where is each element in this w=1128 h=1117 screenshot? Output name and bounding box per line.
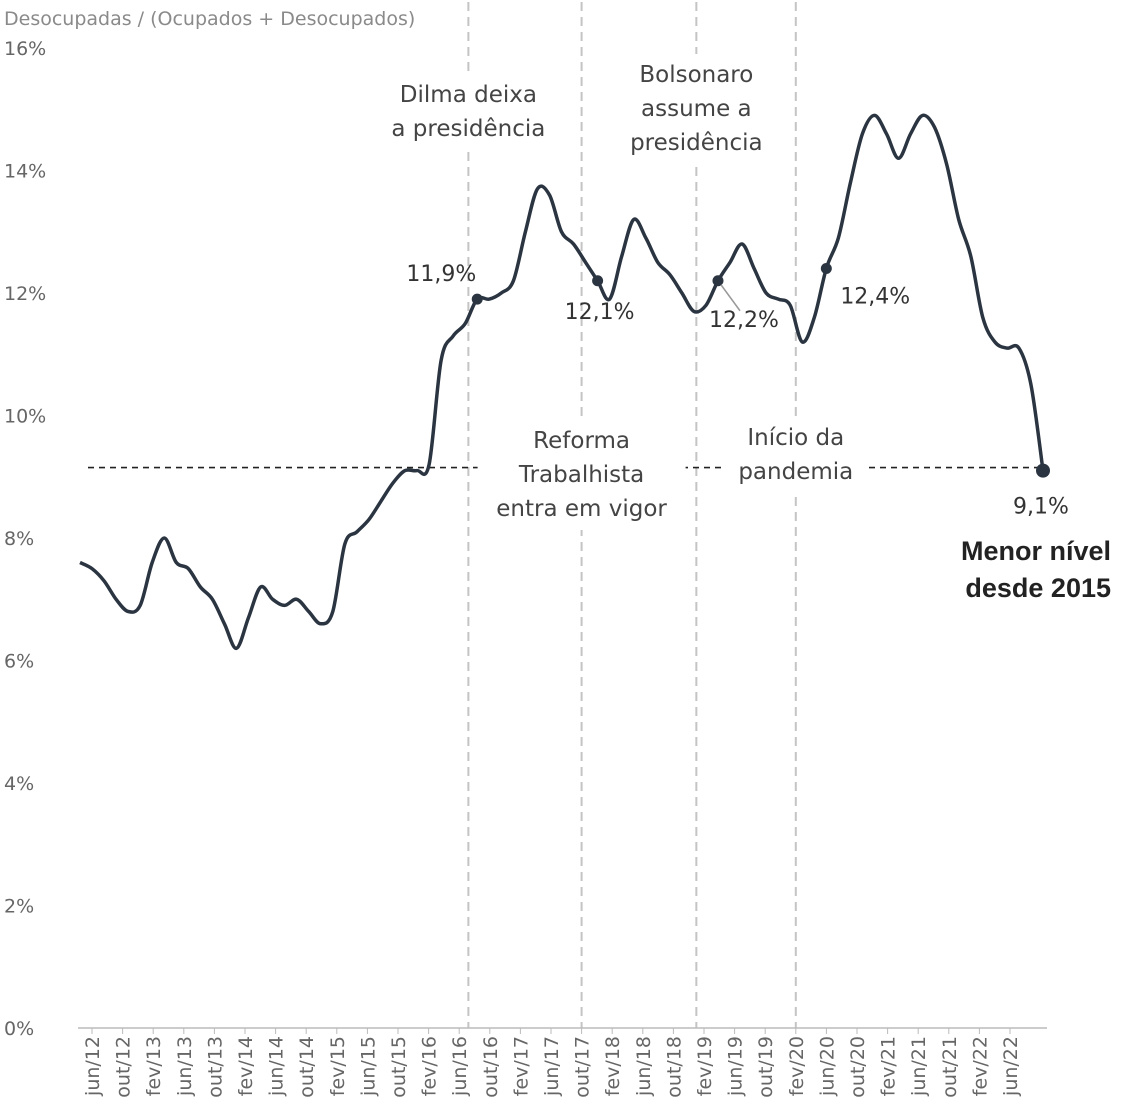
y-axis-ticks: 0% 2% 4% 6% 8% 10% 12% 14% 16% bbox=[4, 38, 46, 1040]
y-tick-label: 12% bbox=[4, 283, 46, 305]
callout-text: desde 2015 bbox=[965, 573, 1111, 603]
x-tick-label: jun/21 bbox=[908, 1036, 930, 1097]
y-tick-label: 14% bbox=[4, 161, 46, 183]
event-label: presidência bbox=[630, 130, 763, 156]
x-tick-label: jun/14 bbox=[266, 1036, 288, 1097]
x-tick-label: out/19 bbox=[755, 1036, 777, 1098]
highlight-labels: 11,9% 12,1% 12,2% 12,4% 9,1% bbox=[406, 262, 1069, 520]
callout: Menor nível desde 2015 bbox=[961, 536, 1111, 603]
callout-text: Menor nível bbox=[961, 536, 1111, 566]
x-tick-label: out/13 bbox=[204, 1036, 226, 1098]
event-label: pandemia bbox=[738, 459, 853, 485]
x-tick-label: jun/13 bbox=[174, 1036, 196, 1097]
x-tick-label: out/14 bbox=[296, 1036, 318, 1098]
x-tick-label: fev/16 bbox=[419, 1036, 441, 1096]
x-tick-label: fev/14 bbox=[235, 1036, 257, 1096]
x-tick-label: jun/18 bbox=[633, 1036, 655, 1097]
y-tick-label: 16% bbox=[4, 38, 46, 60]
y-tick-label: 8% bbox=[4, 528, 34, 550]
x-axis-ticks: jun/12 out/12 fev/13 jun/13 out/13 fev/14 jun/… bbox=[82, 1028, 1022, 1098]
highlight-label: 12,4% bbox=[840, 285, 910, 310]
x-tick-label: jun/19 bbox=[725, 1036, 747, 1097]
event-label: a presidência bbox=[391, 116, 545, 142]
x-tick-label: out/21 bbox=[939, 1036, 961, 1098]
x-tick-label: jun/15 bbox=[357, 1036, 379, 1097]
x-tick-label: jun/12 bbox=[82, 1036, 104, 1097]
event-label: Início da bbox=[747, 425, 844, 451]
event-label: Trabalhista bbox=[518, 462, 644, 488]
event-label-bg bbox=[370, 74, 566, 150]
event-label-bg bbox=[724, 417, 868, 493]
event-label-bg bbox=[477, 420, 686, 530]
x-tick-label: fev/21 bbox=[878, 1036, 900, 1096]
event-label: Reforma bbox=[533, 428, 630, 454]
highlight-label: 11,9% bbox=[406, 262, 476, 287]
event-labels: Dilma deixa a presidência Reforma Trabalhis… bbox=[370, 54, 868, 530]
x-tick-label: fev/17 bbox=[510, 1036, 532, 1096]
leader-line bbox=[720, 284, 741, 312]
x-tick-label: out/12 bbox=[113, 1036, 135, 1098]
x-tick-label: fev/19 bbox=[694, 1036, 716, 1096]
x-tick-label: out/18 bbox=[663, 1036, 685, 1098]
event-label: entra em vigor bbox=[496, 496, 667, 522]
x-tick-label: jun/17 bbox=[541, 1036, 563, 1097]
highlight-label: 9,1% bbox=[1013, 495, 1069, 520]
x-tick-label: fev/20 bbox=[786, 1036, 808, 1096]
event-label: Bolsonaro bbox=[639, 62, 753, 88]
x-tick-label: jun/16 bbox=[449, 1036, 471, 1097]
y-tick-label: 4% bbox=[4, 773, 34, 795]
x-tick-label: fev/18 bbox=[602, 1036, 624, 1096]
event-label: assume a bbox=[641, 96, 752, 122]
x-tick-label: out/17 bbox=[572, 1036, 594, 1098]
x-tick-label: out/16 bbox=[480, 1036, 502, 1098]
x-tick-label: fev/22 bbox=[969, 1036, 991, 1096]
y-axis-title: Desocupadas / (Ocupados + Desocupados) bbox=[4, 8, 415, 30]
highlight-point bbox=[820, 263, 832, 274]
y-tick-label: 6% bbox=[4, 651, 34, 673]
y-tick-label: 2% bbox=[4, 896, 34, 918]
x-tick-label: jun/22 bbox=[1000, 1036, 1022, 1097]
event-label: Dilma deixa bbox=[400, 82, 537, 108]
series-line bbox=[79, 113, 1045, 651]
x-tick-label: fev/15 bbox=[327, 1036, 349, 1096]
highlight-points bbox=[471, 263, 1050, 478]
x-tick-label: out/15 bbox=[388, 1036, 410, 1098]
highlight-point bbox=[1036, 463, 1050, 478]
highlight-label: 12,1% bbox=[565, 300, 635, 325]
x-tick-label: jun/20 bbox=[816, 1036, 838, 1097]
highlight-point bbox=[712, 275, 724, 287]
event-lines bbox=[467, 2, 797, 1028]
x-tick-label: out/20 bbox=[847, 1036, 869, 1098]
event-label-bg bbox=[611, 54, 781, 164]
y-tick-label: 10% bbox=[4, 406, 46, 428]
y-tick-label: 0% bbox=[4, 1018, 34, 1040]
highlight-point bbox=[471, 293, 483, 305]
x-tick-label: fev/13 bbox=[143, 1036, 165, 1096]
highlight-point bbox=[592, 275, 604, 287]
highlight-label: 12,2% bbox=[709, 308, 779, 333]
